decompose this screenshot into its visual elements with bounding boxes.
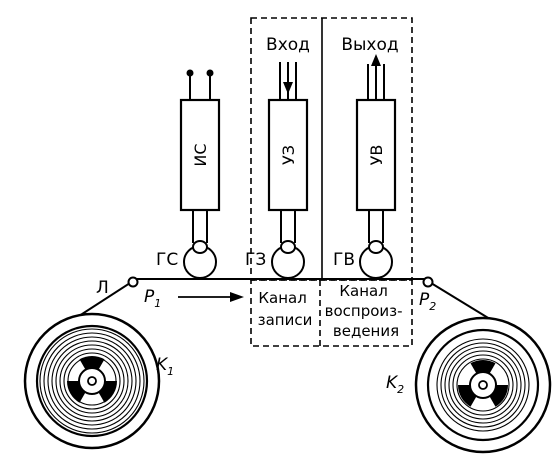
output-arrow <box>371 54 381 66</box>
record-amp-label: УЗ <box>279 145 298 165</box>
terminal-dot <box>186 69 194 77</box>
input-terminal <box>279 62 297 100</box>
output-label: Выход <box>341 35 398 55</box>
reel-label-right: K2 <box>386 373 404 396</box>
erase-amplifier: ИС <box>179 98 221 212</box>
play-channel-caption: Канал воспроиз- ведения <box>325 282 408 340</box>
reel-left <box>23 312 161 450</box>
output-terminal <box>367 60 385 100</box>
tape-label: Л <box>96 278 109 298</box>
terminal-dot <box>206 69 214 77</box>
record-channel-caption: Канал записи <box>258 289 313 329</box>
play-amplifier: УВ <box>355 98 397 212</box>
roller-label-right: P2 <box>419 290 436 313</box>
erase-amp-label: ИС <box>191 143 210 166</box>
guide-roller-left <box>127 276 139 288</box>
roller-label-left: P1 <box>144 287 161 310</box>
guide-roller-right <box>422 276 434 288</box>
tape-direction-arrowhead <box>230 292 244 302</box>
erase-head <box>183 240 217 279</box>
record-head-label: ГЗ <box>245 250 266 270</box>
reel-right <box>414 316 552 454</box>
erase-amp-terminals <box>189 75 211 100</box>
record-head <box>271 240 305 279</box>
play-head-label: ГВ <box>333 250 355 270</box>
erase-head-label: ГС <box>156 250 178 270</box>
input-label: Вход <box>266 35 310 55</box>
input-arrow <box>283 82 293 94</box>
reel-label-left: K1 <box>156 355 174 378</box>
record-amplifier: УЗ <box>267 98 309 212</box>
play-amp-label: УВ <box>367 145 386 166</box>
play-head <box>359 240 393 279</box>
head-leads <box>192 210 384 243</box>
